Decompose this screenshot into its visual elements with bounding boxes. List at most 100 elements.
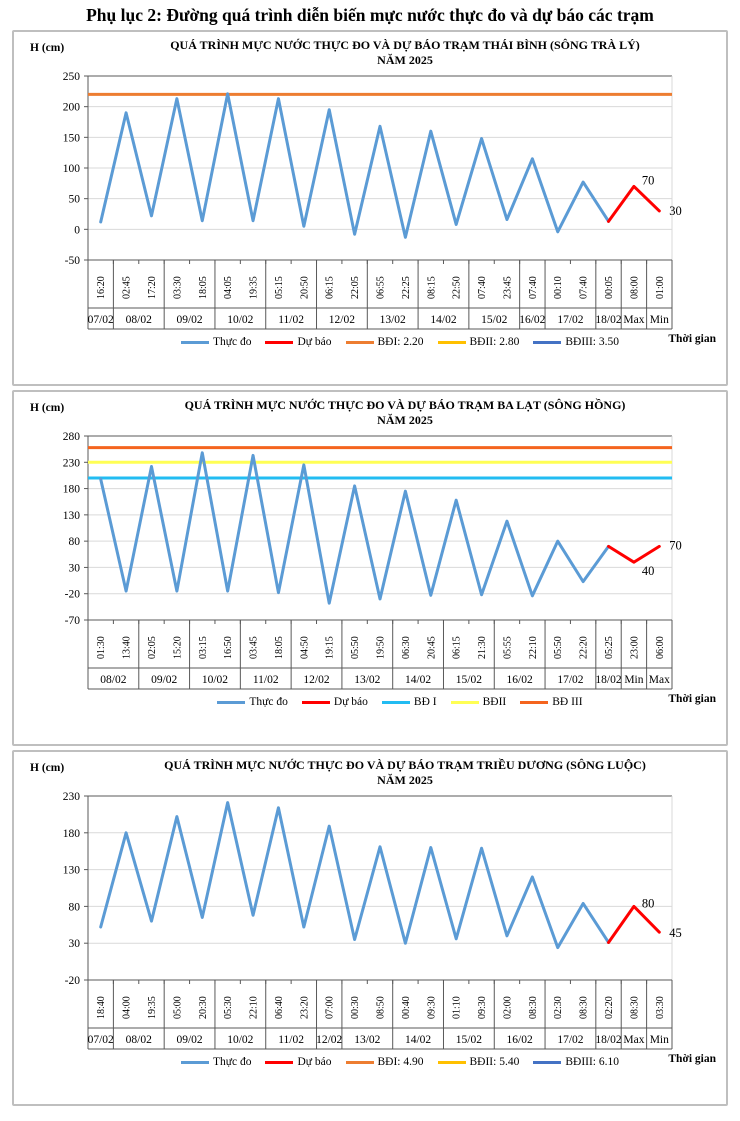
- x-time-label: 08:00: [629, 276, 640, 299]
- data-label: 70: [669, 538, 682, 552]
- y-tick-label: 250: [63, 71, 81, 83]
- x-time-label: 06:15: [325, 276, 336, 299]
- chart-panel-thai-binh: H (cm) QUÁ TRÌNH MỰC NƯỚC THỰC ĐO VÀ DỰ …: [12, 30, 728, 386]
- x-time-label: 05:15: [274, 276, 285, 299]
- x-time-label: 19:50: [376, 636, 387, 659]
- x-time-label: 05:00: [172, 996, 183, 1019]
- x-date-label: 09/02: [176, 1034, 202, 1046]
- x-time-label: 22:10: [528, 636, 539, 659]
- y-tick-label: 230: [63, 791, 81, 803]
- series-observed: [99, 801, 611, 950]
- legend-line-swatch: [533, 340, 562, 344]
- x-time-label: 19:35: [147, 996, 158, 1019]
- legend-label: Dự báo: [297, 1056, 332, 1068]
- x-date-label: 17/02: [557, 674, 583, 686]
- y-tick-label: 30: [69, 562, 81, 574]
- x-time-label: 19:35: [249, 276, 260, 299]
- legend-line-swatch: [520, 700, 549, 704]
- x-time-label: 03:30: [172, 276, 183, 299]
- x-axis-title: Thời gian: [668, 693, 716, 705]
- legend-label: BĐIII: 6.10: [565, 1056, 620, 1068]
- y-tick-label: 130: [63, 510, 81, 522]
- x-date-label: 17/02: [557, 1034, 583, 1046]
- x-date-label: 13/02: [354, 1034, 380, 1046]
- x-time-label: 22:05: [350, 276, 361, 299]
- x-time-label: 01:30: [96, 636, 107, 659]
- x-axis-title: Thời gian: [668, 1053, 716, 1065]
- x-time-label: 06:15: [452, 636, 463, 659]
- x-date-label: 14/02: [405, 674, 431, 686]
- x-date-label: 15/02: [456, 674, 482, 686]
- legend-label: BĐI: 4.90: [377, 1056, 424, 1068]
- x-date-label: 10/02: [202, 674, 228, 686]
- x-time-label: 08:30: [579, 996, 590, 1019]
- x-time-label: 05:50: [553, 636, 564, 659]
- y-axis-title: H (cm): [30, 42, 65, 54]
- chart-title-line1: QUÁ TRÌNH MỰC NƯỚC THỰC ĐO VÀ DỰ BÁO TRẠ…: [184, 398, 626, 412]
- legend-label: Thực đo: [212, 1056, 252, 1068]
- x-date-label: 09/02: [151, 674, 177, 686]
- data-label: 45: [669, 926, 682, 940]
- x-time-label: 20:50: [299, 276, 310, 299]
- series-forecast: [607, 904, 661, 944]
- legend-item: BĐII: 5.40: [437, 1056, 519, 1068]
- x-time-label: 23:20: [299, 996, 310, 1019]
- legend-item: BĐ III: [520, 696, 583, 708]
- legend-label: BĐII: 2.80: [469, 336, 520, 348]
- x-time-label: 03:30: [655, 996, 666, 1019]
- legend-line-swatch: [217, 700, 246, 704]
- chart-title: QUÁ TRÌNH MỰC NƯỚC THỰC ĐO VÀ DỰ BÁO TRẠ…: [14, 396, 726, 428]
- x-time-label: 07:40: [579, 276, 590, 299]
- x-date-label: Max: [623, 314, 644, 326]
- series-observed: [99, 451, 611, 605]
- x-date-label: 12/02: [316, 1034, 342, 1046]
- chart-panel-ba-lat: H (cm) QUÁ TRÌNH MỰC NƯỚC THỰC ĐO VÀ DỰ …: [12, 390, 728, 746]
- page-title: Phụ lục 2: Đường quá trình diễn biến mực…: [86, 5, 654, 25]
- legend-label: BĐ I: [413, 696, 437, 708]
- x-time-label: 23:00: [629, 636, 640, 659]
- x-date-label: 10/02: [227, 314, 253, 326]
- y-tick-label: 80: [69, 901, 81, 913]
- x-time-label: 20:30: [198, 996, 209, 1019]
- legend-item: Thực đo: [217, 696, 288, 708]
- legend-line-swatch: [345, 340, 374, 344]
- y-tick-label: 230: [63, 457, 81, 469]
- x-time-label: 02:20: [604, 996, 615, 1019]
- x-time-label: 16:20: [96, 276, 107, 299]
- x-time-label: 02:45: [122, 276, 133, 299]
- x-time-label: 09:30: [426, 996, 437, 1019]
- x-date-label: 13/02: [354, 674, 380, 686]
- legend-item: BĐII: [450, 696, 507, 708]
- x-time-label: 00:30: [350, 996, 361, 1019]
- x-time-label: 22:20: [579, 636, 590, 659]
- y-tick-label: 80: [69, 536, 81, 548]
- y-tick-label: -50: [65, 255, 81, 267]
- legend-label: Dự báo: [333, 696, 368, 708]
- x-time-label: 08:15: [426, 276, 437, 299]
- x-time-label: 16:50: [223, 636, 234, 659]
- y-tick-label: 50: [69, 194, 81, 206]
- x-date-label: 18/02: [595, 1034, 621, 1046]
- chart-title-line2: NĂM 2025: [377, 413, 433, 427]
- x-time-label: 23:45: [502, 276, 513, 299]
- x-date-label: 16/02: [507, 1034, 533, 1046]
- chart-title-line2: NĂM 2025: [377, 773, 433, 787]
- y-tick-label: 200: [63, 102, 81, 114]
- y-tick-label: 180: [63, 828, 81, 840]
- x-time-label: 02:30: [553, 996, 564, 1019]
- legend-line-swatch: [265, 340, 294, 344]
- x-date-label: Min: [650, 314, 669, 326]
- x-date-label: 18/02: [595, 674, 621, 686]
- x-time-label: 00:10: [553, 276, 564, 299]
- x-time-label: 05:25: [604, 636, 615, 659]
- x-time-label: 06:40: [274, 996, 285, 1019]
- legend-item: BĐI: 2.20: [345, 336, 424, 348]
- legend-label: BĐIII: 3.50: [565, 336, 620, 348]
- chart-title: QUÁ TRÌNH MỰC NƯỚC THỰC ĐO VÀ DỰ BÁO TRẠ…: [14, 36, 726, 68]
- legend-item: Thực đo: [180, 336, 251, 348]
- x-date-label: 08/02: [126, 314, 152, 326]
- legend-line-swatch: [381, 700, 410, 704]
- x-time-label: 04:50: [299, 636, 310, 659]
- legend-label: BĐII: [482, 696, 507, 708]
- x-time-label: 04:00: [122, 996, 133, 1019]
